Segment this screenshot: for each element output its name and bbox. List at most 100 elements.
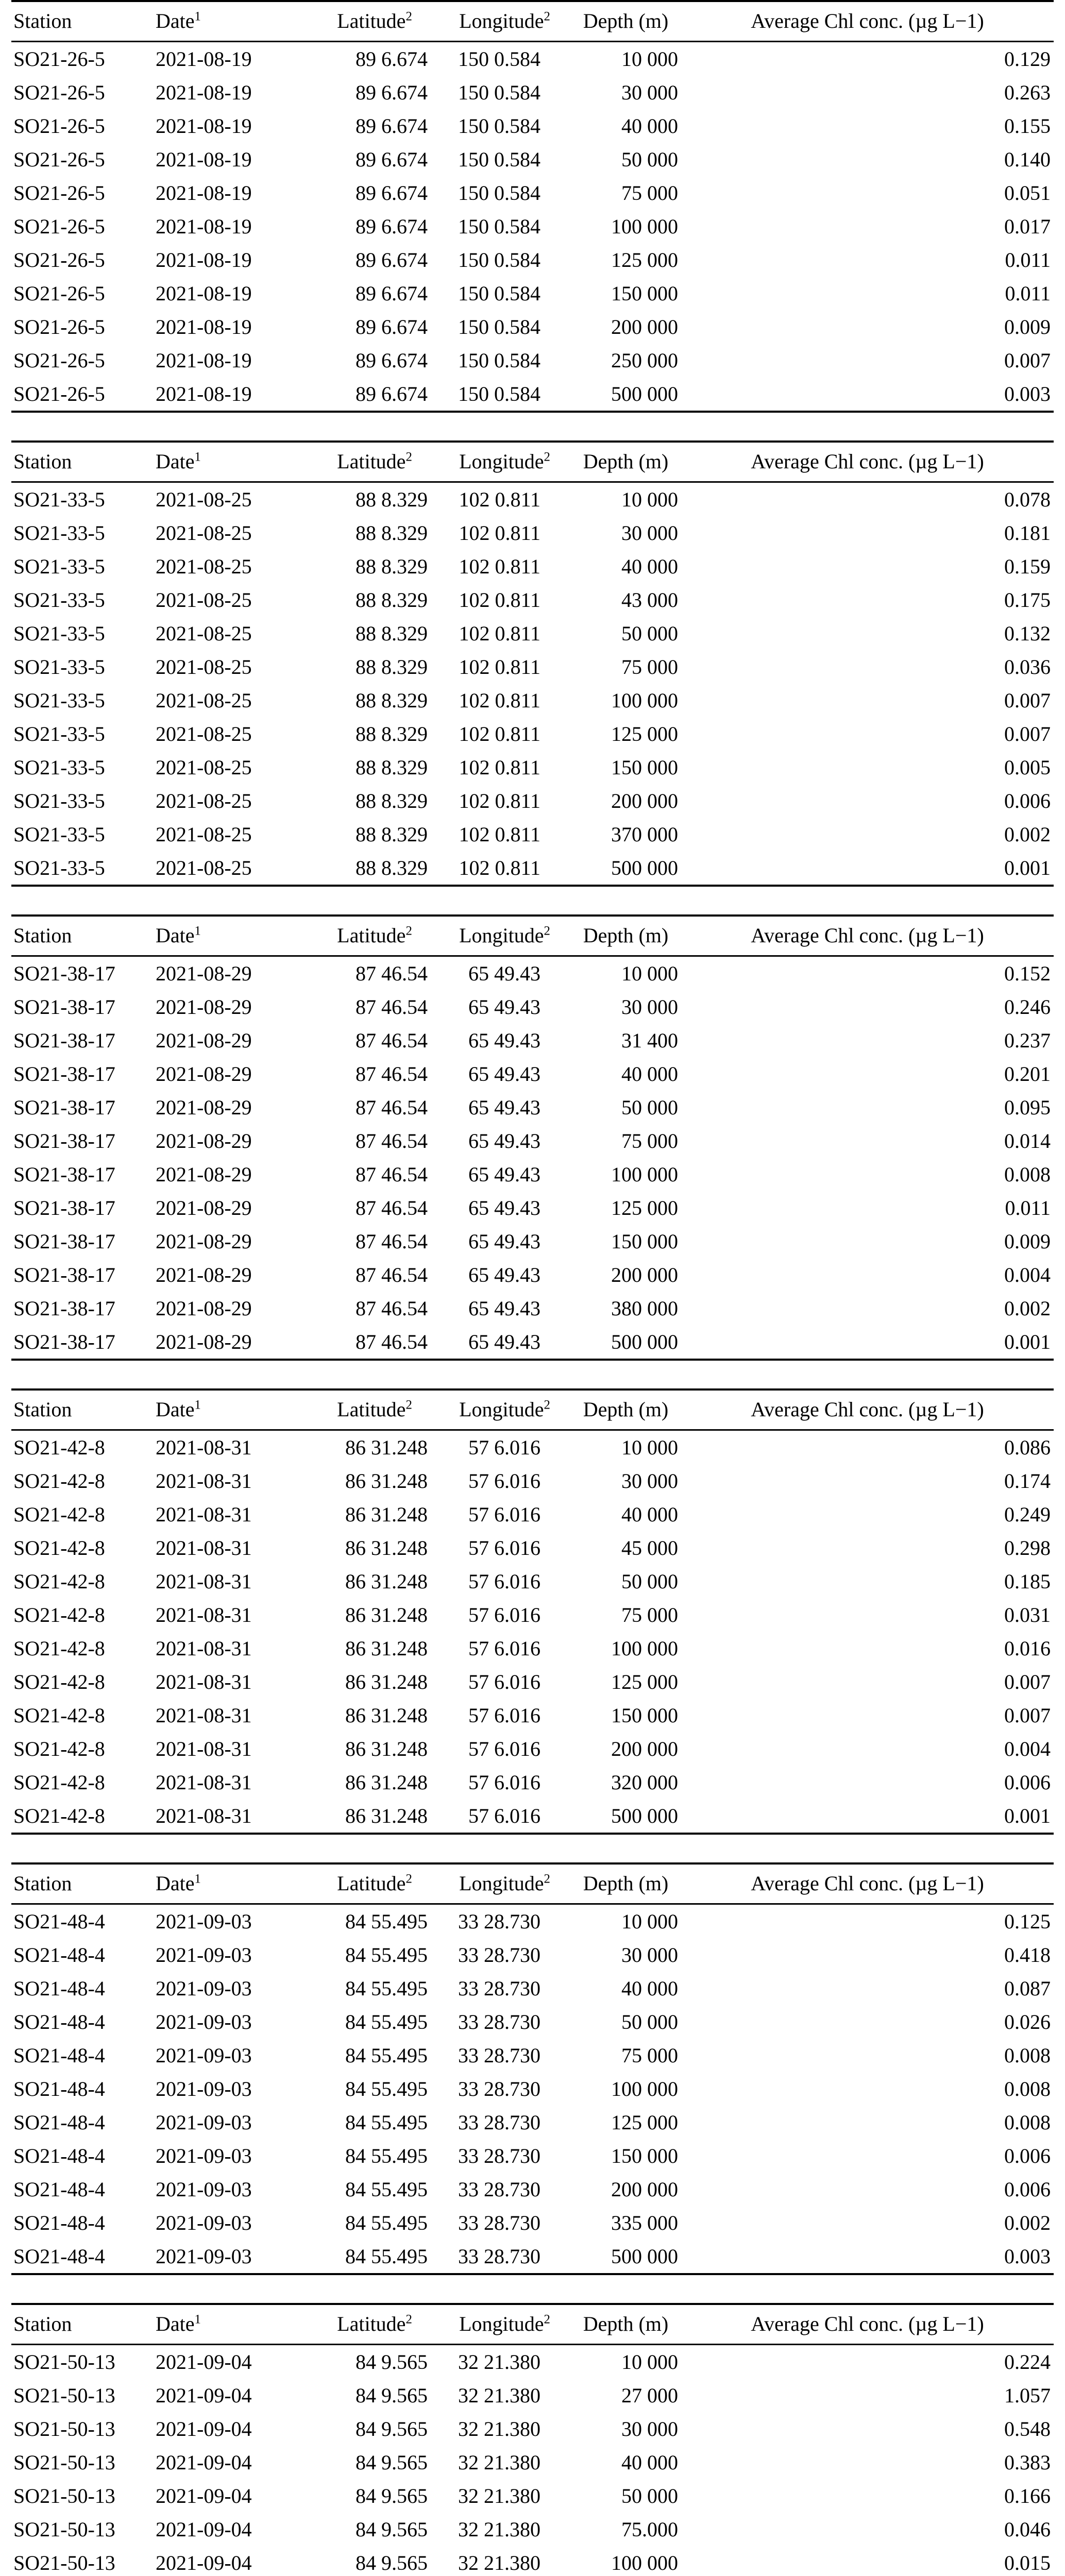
cell-station: SO21-48-4 bbox=[13, 2010, 105, 2033]
cell-depth: 75 000 bbox=[621, 1129, 678, 1153]
table-row: SO21-38-17 2021-08-29 87 46.54 65 49.43 380 … bbox=[11, 1292, 1054, 1325]
cell-latitude: 88 8.329 bbox=[356, 554, 428, 578]
cell-latitude: 88 8.329 bbox=[356, 755, 428, 779]
cell-longitude: 32 21.380 bbox=[458, 2517, 540, 2541]
cell-station: SO21-33-5 bbox=[13, 688, 105, 712]
cell-chl: 0.237 bbox=[1004, 1028, 1051, 1052]
cell-depth: 10 000 bbox=[621, 1909, 678, 1933]
cell-latitude: 84 55.495 bbox=[345, 1909, 428, 1933]
cell-depth: 75 000 bbox=[621, 1603, 678, 1626]
cell-date: 2021-08-31 bbox=[156, 1737, 252, 1760]
table-row: SO21-48-4 2021-09-03 84 55.495 33 28.730 335… bbox=[11, 2206, 1054, 2240]
cell-station: SO21-33-5 bbox=[13, 588, 105, 612]
table-row: SO21-33-5 2021-08-25 88 8.329 102 0.811 50 0… bbox=[11, 617, 1054, 650]
cell-longitude: 150 0.584 bbox=[458, 114, 540, 138]
cell-latitude: 84 9.565 bbox=[356, 2383, 428, 2407]
cell-chl: 0.008 bbox=[1004, 2110, 1051, 2134]
table-header-row: Station Date1 Latitude2 Longitude2 Depth (m)… bbox=[11, 1391, 1054, 1430]
cell-date: 2021-09-03 bbox=[156, 2211, 252, 2234]
cell-longitude: 102 0.811 bbox=[459, 755, 540, 779]
table-row: SO21-48-4 2021-09-03 84 55.495 33 28.730 125… bbox=[11, 2106, 1054, 2139]
cell-date: 2021-08-25 bbox=[156, 521, 252, 545]
rule-line bbox=[11, 1429, 1054, 1431]
station-table: Station Date1 Latitude2 Longitude2 Depth (m)… bbox=[11, 914, 1054, 1362]
cell-date: 2021-09-03 bbox=[156, 2010, 252, 2033]
table-row: SO21-42-8 2021-08-31 86 31.248 57 6.016 75 0… bbox=[11, 1598, 1054, 1632]
cell-date: 2021-08-25 bbox=[156, 688, 252, 712]
cell-date: 2021-08-25 bbox=[156, 487, 252, 511]
cell-depth: 335 000 bbox=[611, 2211, 678, 2234]
cell-longitude: 57 6.016 bbox=[468, 1469, 540, 1493]
cell-latitude: 84 55.495 bbox=[345, 2244, 428, 2268]
column-header-latitude: Latitude2 bbox=[310, 1865, 439, 1904]
cell-date: 2021-08-31 bbox=[156, 1770, 252, 1794]
table-block-list: Station Date1 Latitude2 Longitude2 Depth (m)… bbox=[11, 0, 1054, 2576]
cell-date: 2021-09-04 bbox=[156, 2484, 252, 2507]
cell-longitude: 65 49.43 bbox=[468, 1028, 540, 1052]
cell-date: 2021-08-25 bbox=[156, 822, 252, 846]
column-header-date: Date1 bbox=[156, 917, 310, 956]
column-header-latitude: Latitude2 bbox=[310, 443, 439, 482]
cell-longitude: 102 0.811 bbox=[459, 688, 540, 712]
cell-date: 2021-08-31 bbox=[156, 1703, 252, 1727]
table-row: SO21-33-5 2021-08-25 88 8.329 102 0.811 200 … bbox=[11, 784, 1054, 818]
cell-date: 2021-08-25 bbox=[156, 789, 252, 812]
cell-station: SO21-33-5 bbox=[13, 621, 105, 645]
cell-date: 2021-09-04 bbox=[156, 2551, 252, 2574]
cell-station: SO21-48-4 bbox=[13, 1909, 105, 1933]
column-header-footnote-marker: 1 bbox=[194, 450, 201, 464]
cell-latitude: 87 46.54 bbox=[356, 995, 428, 1019]
column-header-longitude: Longitude2 bbox=[439, 1865, 570, 1904]
cell-latitude: 84 55.495 bbox=[345, 1976, 428, 2000]
cell-station: SO21-38-17 bbox=[13, 995, 115, 1019]
cell-depth: 125 000 bbox=[611, 2110, 678, 2134]
column-header-station: Station bbox=[11, 443, 156, 482]
cell-depth: 125 000 bbox=[611, 722, 678, 745]
cell-date: 2021-08-29 bbox=[156, 1263, 252, 1286]
cell-station: SO21-33-5 bbox=[13, 789, 105, 812]
cell-date: 2021-09-03 bbox=[156, 2177, 252, 2201]
cell-date: 2021-09-04 bbox=[156, 2517, 252, 2541]
cell-chl: 0.002 bbox=[1004, 2211, 1051, 2234]
cell-longitude: 150 0.584 bbox=[458, 80, 540, 104]
rule-line bbox=[11, 2344, 1054, 2346]
column-header-label: Depth (m) bbox=[583, 9, 669, 32]
column-header-label: Date bbox=[156, 924, 195, 947]
cell-station: SO21-26-5 bbox=[13, 181, 105, 205]
column-header-footnote-marker: 1 bbox=[194, 1872, 201, 1886]
cell-station: SO21-48-4 bbox=[13, 2043, 105, 2067]
cell-station: SO21-38-17 bbox=[13, 1095, 115, 1119]
cell-longitude: 102 0.811 bbox=[459, 856, 540, 879]
cell-chl: 0.008 bbox=[1004, 1162, 1051, 1186]
cell-latitude: 87 46.54 bbox=[356, 1162, 428, 1186]
column-header-label: Longitude bbox=[459, 2312, 544, 2335]
cell-chl: 0.002 bbox=[1004, 822, 1051, 846]
column-header-depth: Depth (m) bbox=[570, 2305, 681, 2345]
column-header-footnote-marker: 2 bbox=[405, 924, 412, 938]
table-row: SO21-38-17 2021-08-29 87 46.54 65 49.43 200 … bbox=[11, 1258, 1054, 1292]
cell-longitude: 150 0.584 bbox=[458, 315, 540, 338]
cell-date: 2021-09-03 bbox=[156, 2077, 252, 2100]
cell-depth: 100 000 bbox=[611, 2551, 678, 2574]
cell-date: 2021-08-31 bbox=[156, 1469, 252, 1493]
table-row: SO21-38-17 2021-08-29 87 46.54 65 49.43 75 0… bbox=[11, 1124, 1054, 1158]
column-header-label: Longitude bbox=[459, 1872, 544, 1895]
cell-date: 2021-08-31 bbox=[156, 1636, 252, 1660]
cell-station: SO21-26-5 bbox=[13, 47, 105, 71]
cell-chl: 0.383 bbox=[1004, 2450, 1051, 2474]
cell-date: 2021-08-31 bbox=[156, 1536, 252, 1560]
cell-latitude: 84 55.495 bbox=[345, 2110, 428, 2134]
column-header-chl: Average Chl conc. (µg L−1) bbox=[681, 1391, 1054, 1430]
cell-depth: 200 000 bbox=[611, 1737, 678, 1760]
cell-depth: 50 000 bbox=[621, 1569, 678, 1593]
cell-station: SO21-33-5 bbox=[13, 722, 105, 745]
cell-latitude: 86 31.248 bbox=[345, 1670, 428, 1693]
cell-date: 2021-08-19 bbox=[156, 114, 252, 138]
cell-longitude: 32 21.380 bbox=[458, 2350, 540, 2374]
column-header-depth: Depth (m) bbox=[570, 1391, 681, 1430]
cell-depth: 100 000 bbox=[611, 1162, 678, 1186]
cell-chl: 0.001 bbox=[1004, 1804, 1051, 1827]
cell-longitude: 65 49.43 bbox=[468, 1196, 540, 1219]
cell-latitude: 87 46.54 bbox=[356, 1330, 428, 1353]
